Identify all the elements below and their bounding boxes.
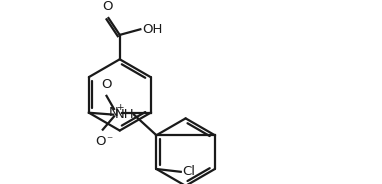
Text: OH: OH [142, 23, 163, 36]
Text: O: O [102, 0, 113, 13]
Text: NH: NH [115, 108, 135, 121]
Text: ⁻: ⁻ [106, 134, 112, 147]
Text: Cl: Cl [183, 165, 196, 178]
Text: N: N [109, 106, 119, 119]
Text: O: O [101, 78, 112, 91]
Text: O: O [96, 135, 106, 148]
Text: +: + [116, 103, 123, 112]
